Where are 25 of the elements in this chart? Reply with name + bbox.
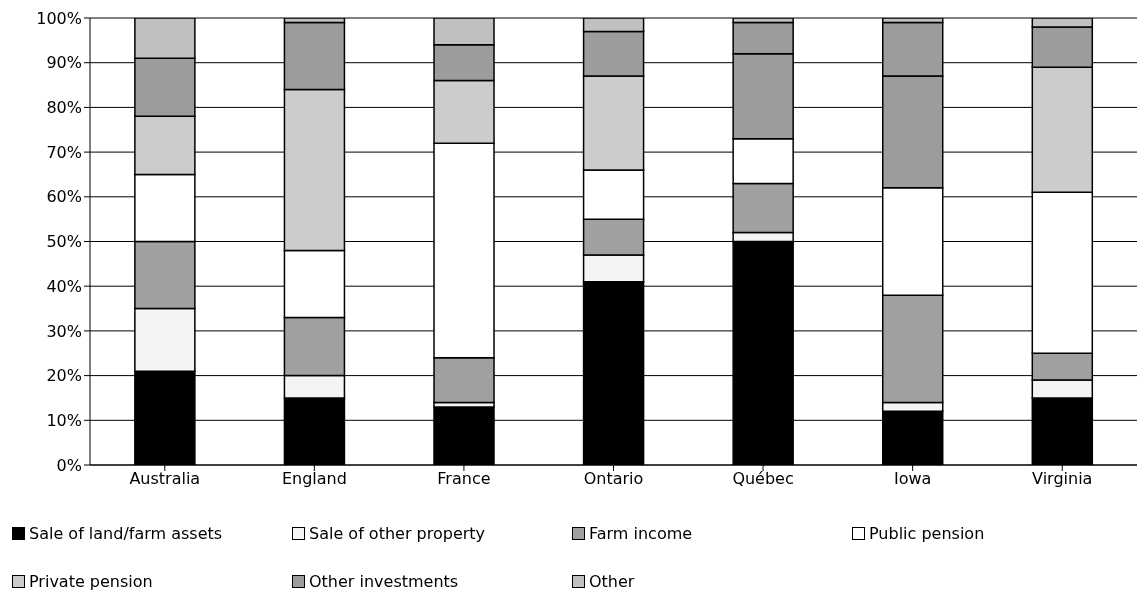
x-tick-label: France bbox=[437, 469, 491, 489]
y-tick-label: 40% bbox=[46, 276, 82, 296]
y-tick-label: 10% bbox=[46, 410, 82, 430]
legend-label: Public pension bbox=[869, 523, 985, 543]
y-tick-label: 90% bbox=[46, 53, 82, 73]
legend-label: Sale of land/farm assets bbox=[29, 523, 223, 543]
legend-label: Farm income bbox=[589, 523, 693, 543]
legend-label: Other investments bbox=[309, 571, 459, 591]
x-tick-label: Virginia bbox=[1032, 469, 1093, 489]
y-tick-label: 80% bbox=[46, 98, 82, 118]
y-tick-label: 20% bbox=[46, 366, 82, 386]
y-tick-label: 60% bbox=[46, 187, 82, 207]
x-tick-label: Iowa bbox=[893, 469, 932, 489]
y-tick-label: 70% bbox=[46, 142, 82, 162]
legend-label: Sale of other property bbox=[309, 523, 486, 543]
x-tick-label: England bbox=[281, 469, 347, 489]
y-tick-label: 0% bbox=[56, 455, 82, 475]
y-tick-label: 100% bbox=[36, 8, 82, 28]
x-tick-label: Ontario bbox=[583, 469, 644, 489]
x-tick-label: Québec bbox=[732, 469, 794, 489]
y-tick-label: 30% bbox=[46, 321, 82, 341]
legend-label: Other bbox=[589, 571, 635, 591]
y-tick-label: 50% bbox=[46, 232, 82, 252]
x-tick-label: Australia bbox=[129, 469, 201, 489]
legend-label: Private pension bbox=[29, 571, 153, 591]
